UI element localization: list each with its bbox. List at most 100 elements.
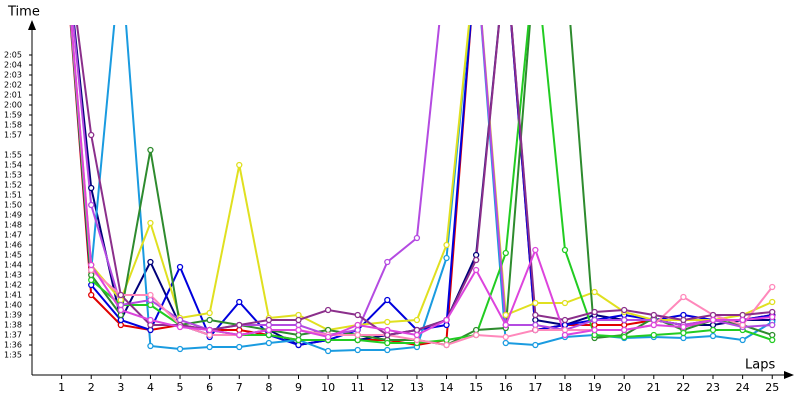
point [117, 291, 124, 299]
point [591, 331, 598, 339]
x-tick-label: 2 [88, 381, 95, 394]
x-tick-label: 8 [265, 381, 272, 394]
point [413, 234, 421, 242]
point [117, 311, 124, 319]
y-tick-label: 1:53 [4, 171, 22, 180]
point [295, 326, 302, 334]
point [709, 321, 717, 329]
y-tick-label: 1:43 [4, 271, 22, 280]
y-tick-label: 1:52 [4, 181, 22, 190]
plot-area [69, 25, 776, 355]
point [561, 321, 569, 329]
point [413, 316, 421, 324]
point [295, 311, 302, 319]
point [472, 251, 480, 259]
point [324, 306, 332, 314]
point [621, 321, 628, 329]
point [147, 342, 154, 350]
point [443, 316, 450, 324]
point [769, 283, 776, 291]
x-tick-label: 24 [736, 381, 750, 394]
point [265, 316, 273, 324]
point [176, 323, 184, 331]
point [532, 341, 539, 349]
y-tick-label: 1:57 [4, 131, 22, 140]
series-line [70, 25, 773, 339]
y-axis-arrow [28, 20, 36, 30]
point [739, 336, 746, 344]
point [117, 306, 124, 314]
point [502, 249, 509, 257]
y-tick-label: 1:58 [4, 121, 22, 130]
y-tick-label: 1:39 [4, 311, 22, 320]
point [532, 299, 539, 307]
point [147, 219, 154, 227]
x-tick-label: 7 [236, 381, 243, 394]
point [502, 333, 509, 341]
point [147, 316, 154, 324]
point [561, 316, 569, 324]
point [295, 316, 302, 324]
series-line [76, 25, 773, 337]
x-tick-label: 13 [410, 381, 424, 394]
point [236, 343, 243, 351]
point [147, 296, 154, 304]
point [650, 331, 657, 339]
point [680, 311, 687, 319]
point [502, 311, 509, 319]
y-axis-label: Time [7, 5, 40, 20]
point [561, 331, 569, 339]
y-tick-label: 1:55 [4, 151, 22, 160]
point [472, 331, 480, 339]
point [88, 266, 95, 274]
point [769, 336, 776, 344]
y-tick-label: 1:51 [4, 191, 22, 200]
y-tick-label: 1:36 [4, 341, 22, 350]
point [472, 266, 480, 274]
series-line [70, 25, 773, 332]
point [384, 331, 391, 339]
y-tick-label: 1:45 [4, 251, 22, 260]
point [650, 316, 657, 324]
point [354, 311, 361, 319]
point [739, 316, 746, 324]
point [88, 276, 95, 284]
point [680, 329, 687, 337]
x-tick-label: 16 [499, 381, 513, 394]
point [591, 288, 598, 296]
point [769, 298, 776, 306]
point [88, 184, 95, 192]
y-tick-label: 2:02 [4, 81, 22, 90]
x-tick-label: 21 [647, 381, 661, 394]
point [680, 316, 687, 324]
y-tick-label: 2:01 [4, 91, 22, 100]
x-tick-label: 10 [321, 381, 335, 394]
point [324, 333, 332, 341]
point [502, 321, 509, 329]
series-line [69, 25, 773, 347]
point [413, 326, 421, 334]
point [354, 321, 361, 329]
point [709, 326, 717, 334]
point [769, 331, 776, 339]
point [709, 332, 717, 340]
point [295, 331, 302, 339]
point [236, 331, 243, 339]
x-tick-label: 22 [676, 381, 690, 394]
point [354, 326, 361, 334]
x-tick-label: 1 [58, 381, 65, 394]
point [88, 271, 95, 279]
point [88, 131, 95, 139]
point [384, 296, 391, 304]
point [591, 316, 598, 324]
y-tick-label: 1:48 [4, 221, 22, 230]
point [739, 311, 746, 319]
point [88, 291, 95, 299]
point [324, 326, 332, 334]
point [206, 326, 213, 334]
y-tick-label: 2:05 [4, 51, 22, 60]
point [680, 293, 687, 301]
y-tick-label: 2:04 [4, 61, 22, 70]
point [532, 246, 539, 254]
point [384, 339, 391, 347]
